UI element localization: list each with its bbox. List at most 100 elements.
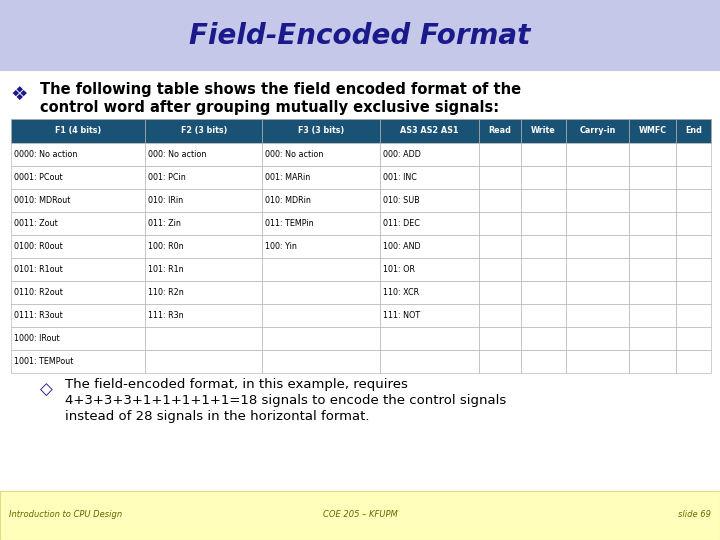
FancyBboxPatch shape [676, 143, 711, 166]
FancyBboxPatch shape [629, 303, 676, 327]
FancyBboxPatch shape [479, 258, 521, 281]
Text: 000: ADD: 000: ADD [383, 150, 420, 159]
FancyBboxPatch shape [0, 0, 720, 71]
FancyBboxPatch shape [629, 327, 676, 350]
FancyBboxPatch shape [521, 119, 566, 143]
FancyBboxPatch shape [479, 143, 521, 166]
FancyBboxPatch shape [380, 350, 479, 373]
FancyBboxPatch shape [263, 235, 380, 258]
FancyBboxPatch shape [566, 166, 629, 189]
Text: F1 (4 bits): F1 (4 bits) [55, 126, 101, 136]
Text: ◇: ◇ [40, 381, 53, 399]
FancyBboxPatch shape [145, 189, 263, 212]
Text: COE 205 – KFUPM: COE 205 – KFUPM [323, 510, 397, 518]
FancyBboxPatch shape [676, 350, 711, 373]
FancyBboxPatch shape [263, 189, 380, 212]
Text: Write: Write [531, 126, 556, 136]
FancyBboxPatch shape [380, 281, 479, 303]
FancyBboxPatch shape [521, 189, 566, 212]
FancyBboxPatch shape [521, 281, 566, 303]
FancyBboxPatch shape [521, 350, 566, 373]
FancyBboxPatch shape [521, 258, 566, 281]
FancyBboxPatch shape [11, 350, 145, 373]
FancyBboxPatch shape [629, 350, 676, 373]
Text: 000: No action: 000: No action [266, 150, 324, 159]
FancyBboxPatch shape [11, 166, 145, 189]
FancyBboxPatch shape [380, 189, 479, 212]
Text: 001: MARin: 001: MARin [266, 173, 310, 182]
FancyBboxPatch shape [566, 235, 629, 258]
FancyBboxPatch shape [145, 166, 263, 189]
FancyBboxPatch shape [676, 212, 711, 235]
Text: 111: NOT: 111: NOT [383, 310, 420, 320]
Text: 011: Zin: 011: Zin [148, 219, 181, 228]
FancyBboxPatch shape [380, 119, 479, 143]
Text: The following table shows the field encoded format of the: The following table shows the field enco… [40, 82, 521, 97]
Text: 111: R3n: 111: R3n [148, 310, 184, 320]
Text: 010: MDRin: 010: MDRin [266, 196, 311, 205]
Text: 0001: PCout: 0001: PCout [14, 173, 63, 182]
FancyBboxPatch shape [380, 212, 479, 235]
Text: 0011: Zout: 0011: Zout [14, 219, 58, 228]
FancyBboxPatch shape [521, 303, 566, 327]
FancyBboxPatch shape [479, 281, 521, 303]
FancyBboxPatch shape [11, 327, 145, 350]
FancyBboxPatch shape [629, 235, 676, 258]
FancyBboxPatch shape [676, 235, 711, 258]
FancyBboxPatch shape [629, 258, 676, 281]
Text: 100: AND: 100: AND [383, 242, 420, 251]
FancyBboxPatch shape [676, 258, 711, 281]
FancyBboxPatch shape [380, 258, 479, 281]
FancyBboxPatch shape [145, 281, 263, 303]
Text: F2 (3 bits): F2 (3 bits) [181, 126, 227, 136]
FancyBboxPatch shape [380, 143, 479, 166]
FancyBboxPatch shape [629, 119, 676, 143]
FancyBboxPatch shape [263, 350, 380, 373]
Text: 100: R0n: 100: R0n [148, 242, 184, 251]
FancyBboxPatch shape [479, 189, 521, 212]
FancyBboxPatch shape [629, 143, 676, 166]
Text: 0010: MDRout: 0010: MDRout [14, 196, 70, 205]
Text: 0101: R1out: 0101: R1out [14, 265, 63, 274]
FancyBboxPatch shape [479, 212, 521, 235]
FancyBboxPatch shape [11, 303, 145, 327]
Text: 010: IRin: 010: IRin [148, 196, 183, 205]
FancyBboxPatch shape [676, 303, 711, 327]
Text: Field-Encoded Format: Field-Encoded Format [189, 22, 531, 50]
FancyBboxPatch shape [11, 143, 145, 166]
FancyBboxPatch shape [145, 303, 263, 327]
FancyBboxPatch shape [629, 166, 676, 189]
Text: 000: No action: 000: No action [148, 150, 207, 159]
FancyBboxPatch shape [566, 303, 629, 327]
FancyBboxPatch shape [145, 327, 263, 350]
FancyBboxPatch shape [263, 327, 380, 350]
Text: 110: XCR: 110: XCR [383, 288, 419, 297]
Text: Read: Read [488, 126, 511, 136]
Text: F3 (3 bits): F3 (3 bits) [298, 126, 344, 136]
FancyBboxPatch shape [11, 212, 145, 235]
FancyBboxPatch shape [479, 327, 521, 350]
FancyBboxPatch shape [629, 189, 676, 212]
FancyBboxPatch shape [145, 143, 263, 166]
FancyBboxPatch shape [380, 303, 479, 327]
Text: 101: OR: 101: OR [383, 265, 415, 274]
FancyBboxPatch shape [521, 166, 566, 189]
FancyBboxPatch shape [629, 212, 676, 235]
FancyBboxPatch shape [566, 350, 629, 373]
FancyBboxPatch shape [145, 119, 263, 143]
Text: End: End [685, 126, 702, 136]
Text: Introduction to CPU Design: Introduction to CPU Design [9, 510, 122, 518]
FancyBboxPatch shape [263, 258, 380, 281]
FancyBboxPatch shape [11, 258, 145, 281]
FancyBboxPatch shape [521, 235, 566, 258]
Text: Carry-in: Carry-in [580, 126, 616, 136]
Text: control word after grouping mutually exclusive signals:: control word after grouping mutually exc… [40, 100, 499, 115]
FancyBboxPatch shape [479, 235, 521, 258]
FancyBboxPatch shape [145, 350, 263, 373]
FancyBboxPatch shape [145, 258, 263, 281]
FancyBboxPatch shape [521, 212, 566, 235]
FancyBboxPatch shape [566, 281, 629, 303]
FancyBboxPatch shape [566, 119, 629, 143]
Text: 001: INC: 001: INC [383, 173, 417, 182]
Text: 1000: IRout: 1000: IRout [14, 334, 59, 343]
